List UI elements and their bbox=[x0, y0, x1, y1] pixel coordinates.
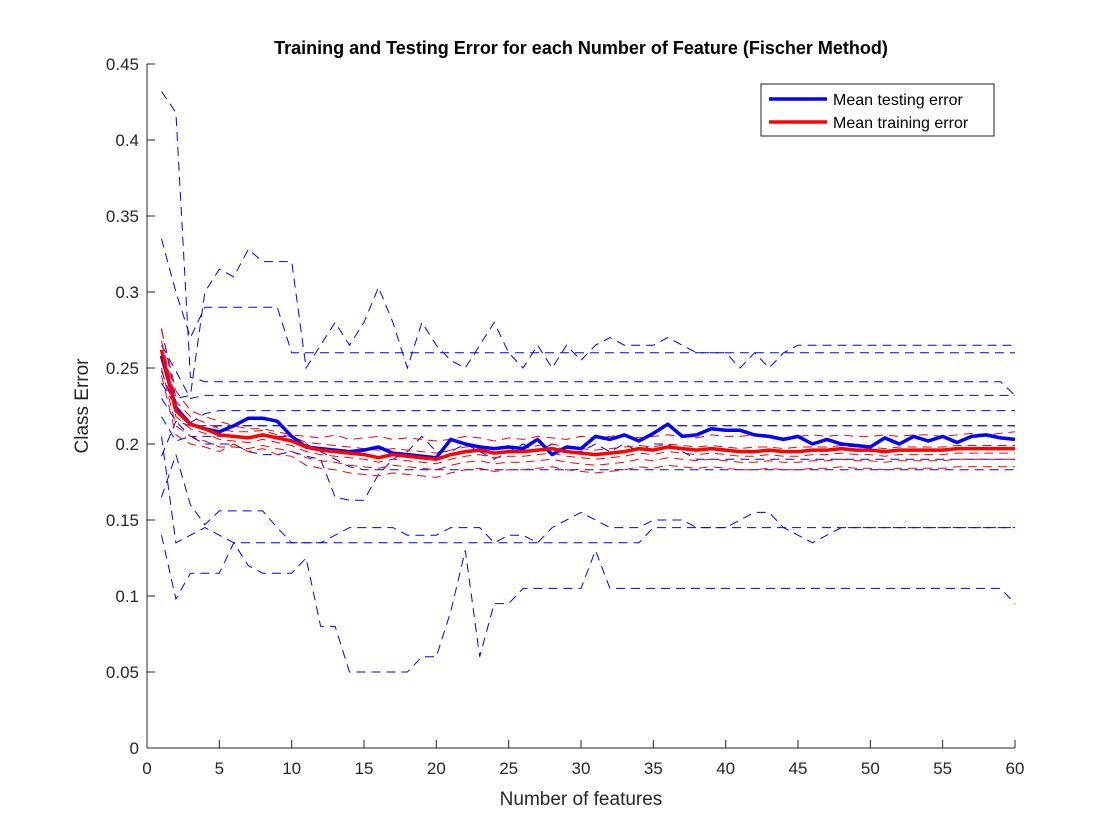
x-tick-label: 15 bbox=[355, 759, 374, 778]
y-tick-label: 0.15 bbox=[106, 511, 139, 530]
x-tick-label: 40 bbox=[716, 759, 735, 778]
legend-label: Mean training error bbox=[833, 115, 969, 132]
y-tick-label: 0.3 bbox=[115, 283, 139, 302]
y-tick-label: 0.45 bbox=[106, 55, 139, 74]
testing-run-line-11 bbox=[161, 535, 1016, 673]
training-run-line-1 bbox=[161, 329, 1016, 442]
y-axis-label: Class Error bbox=[72, 358, 93, 454]
testing-run-line-12 bbox=[161, 436, 1015, 544]
testing-run-line-3 bbox=[161, 248, 1015, 399]
x-tick-label: 30 bbox=[572, 759, 591, 778]
testing-run-line-4 bbox=[161, 344, 1015, 399]
training-run-line-2 bbox=[161, 340, 1015, 454]
testing-run-line-7 bbox=[161, 398, 1015, 471]
x-tick-label: 0 bbox=[142, 759, 151, 778]
x-tick-label: 60 bbox=[1006, 759, 1025, 778]
x-tick-label: 45 bbox=[789, 759, 808, 778]
training-run-line-4 bbox=[161, 367, 1015, 471]
x-tick-label: 20 bbox=[427, 759, 446, 778]
legend-box bbox=[760, 83, 995, 137]
x-tick-label: 25 bbox=[499, 759, 518, 778]
y-tick-label: 0.1 bbox=[115, 587, 139, 606]
x-tick-label: 35 bbox=[644, 759, 663, 778]
training-run-line-3 bbox=[161, 355, 1015, 465]
mean-series bbox=[159, 349, 1016, 461]
legend-label: Mean testing error bbox=[833, 92, 964, 109]
mean-training-error-line bbox=[159, 349, 1015, 461]
y-tick-label: 0.05 bbox=[106, 663, 139, 682]
y-tick-label: 0.25 bbox=[106, 359, 139, 378]
x-tick-label: 10 bbox=[282, 759, 301, 778]
x-axis-label: Number of features bbox=[500, 789, 663, 810]
training-run-line-5 bbox=[161, 375, 1015, 478]
y-tick-label: 0 bbox=[130, 739, 139, 758]
testing-run-line-9 bbox=[161, 420, 1015, 457]
x-tick-label: 5 bbox=[215, 759, 224, 778]
x-tick-label: 55 bbox=[933, 759, 952, 778]
testing-run-line-8 bbox=[161, 416, 1015, 501]
y-tick-label: 0.35 bbox=[106, 207, 139, 226]
axes: 0 5 10 15 20 25 30 35 40 45 50 55 60 0 0.05 0.1 0.15 0.2 0… bbox=[106, 55, 1025, 778]
chart-title: Training and Testing Error for each Numb… bbox=[274, 38, 888, 58]
y-tick-label: 0.4 bbox=[115, 131, 139, 150]
y-tick-label: 0.2 bbox=[115, 435, 139, 454]
individual-runs bbox=[161, 91, 1016, 673]
x-tick-label: 50 bbox=[861, 759, 880, 778]
legend: Mean testing error Mean training error bbox=[760, 83, 995, 137]
